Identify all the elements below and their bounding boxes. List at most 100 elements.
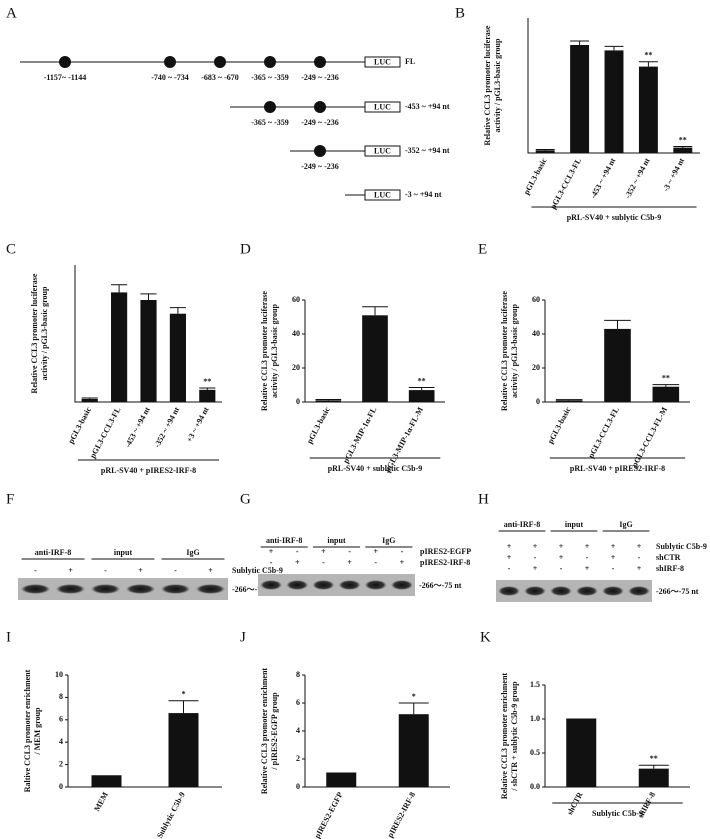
lane-sign: +: [507, 553, 512, 562]
site-label: -683 ~ -670: [201, 73, 239, 82]
x-tick-label: Sublytic C5b-9: [155, 791, 187, 839]
x-tick-label: +3 ~ +94 nt: [185, 405, 211, 443]
row-label: Sublytic C5b-9: [232, 566, 283, 575]
y-tick-label: 0: [296, 397, 300, 406]
significance: **: [679, 135, 687, 144]
y-tick-label: 60: [292, 295, 300, 304]
panel-label: E: [478, 241, 487, 257]
lane-group: IgG: [186, 548, 199, 557]
panel-label: B: [455, 5, 465, 21]
x-tick-label: -453 ~ +94 nt: [589, 156, 618, 200]
lane-sign: +: [138, 566, 143, 575]
lane-sign: +: [400, 558, 405, 567]
bar: [604, 328, 631, 402]
panel-label: J: [240, 629, 246, 645]
lane-sign: -: [348, 547, 351, 556]
lane-group: input: [327, 536, 346, 545]
group-label: pRL-SV40 + pIRES2-IRF-8: [101, 466, 196, 475]
x-tick-label: pGL3-CCL3-FL: [586, 406, 620, 460]
y-axis-label: activity / pGL3-basic group: [493, 38, 502, 132]
group-label: pRL-SV40 + pIRES2-IRF-8: [570, 464, 665, 473]
bar: [604, 50, 624, 153]
luc-label: LUC: [374, 57, 391, 66]
y-tick-label: 1.0: [530, 714, 540, 723]
gel-band: [364, 580, 387, 590]
construct-name: -3 ~ +94 nt: [405, 190, 442, 199]
lane-sign: +: [559, 553, 564, 562]
x-tick-label: pGL3-basic: [66, 405, 93, 445]
y-axis-label: / pIRES2-EGFP group: [270, 692, 279, 771]
lane-sign: -: [560, 564, 563, 573]
y-tick-label: 2: [59, 759, 63, 768]
lane-sign: +: [559, 542, 564, 551]
y-tick-label: 1.5: [530, 680, 540, 689]
row-label: Sublytic C5b-9: [656, 542, 707, 551]
bar: [652, 386, 680, 402]
x-tick-label: pGL3-CCL3-FL: [549, 157, 583, 211]
y-axis-label: Relative CCL3 promoter luciferase: [260, 291, 269, 411]
y-tick-label: 40: [532, 329, 540, 338]
band-label: -266～-75 nt: [232, 585, 275, 594]
luc-box: [364, 56, 401, 68]
panel-label: F: [6, 491, 14, 507]
x-tick-label: pIRES2-EGFP: [313, 790, 345, 839]
lane-sign: +: [208, 566, 213, 575]
bar: [326, 773, 357, 787]
y-tick-label: 10: [55, 670, 63, 679]
panel-label: K: [480, 629, 491, 645]
y-tick-label: 0.5: [530, 748, 540, 757]
x-tick-label: pGL3-MIP-1α-FL: [341, 406, 378, 465]
panel-label: C: [6, 241, 16, 257]
gel-band: [55, 584, 86, 594]
y-tick-label: 4: [296, 726, 300, 735]
x-tick-label: pGL3-CCL3-FL: [88, 406, 122, 460]
lane-sign: -: [374, 558, 377, 567]
gel-band: [628, 586, 650, 596]
x-tick-label: pGL3-CCL3-FL-M: [630, 405, 669, 468]
x-tick-label: -453 ~ +94 nt: [123, 405, 152, 449]
site-label: -249 ~ -236: [301, 118, 339, 127]
lane-sign: -: [638, 553, 641, 562]
bar: [169, 313, 186, 402]
lane-sign: -: [174, 566, 177, 575]
band-label: -266～-75 nt: [419, 581, 462, 590]
lane-sign: +: [68, 566, 73, 575]
gel-band: [286, 580, 309, 590]
construct-name: FL: [405, 57, 415, 66]
x-tick-label: -3 ~ +94 nt: [661, 156, 686, 193]
lane-sign: -: [586, 553, 589, 562]
panel-label: A: [6, 5, 17, 21]
x-tick-label: pGL3-basic: [305, 405, 332, 445]
site-label: -249 ~ -236: [301, 73, 339, 82]
y-tick-label: 2: [296, 754, 300, 763]
y-tick-label: 20: [292, 363, 300, 372]
bar: [111, 292, 128, 402]
site-label: -1157~ -1144: [44, 73, 87, 82]
x-tick-label: -352 ~ +94 nt: [623, 156, 652, 200]
lane-group: anti-IRF-8: [504, 520, 540, 529]
y-axis-label: activity / pGL3-basic group: [40, 286, 49, 380]
gel-band: [90, 584, 121, 594]
binding-site: [164, 56, 176, 68]
row-label: shCTR: [656, 553, 681, 562]
luc-label: LUC: [374, 146, 391, 155]
lane-sign: +: [373, 547, 378, 556]
gel-band: [524, 586, 546, 596]
gel: [258, 574, 415, 596]
bar: [362, 315, 388, 402]
construct-name: -352 ~ +94 nt: [405, 146, 450, 155]
lane-sign: +: [637, 542, 642, 551]
y-tick-label: 0: [59, 782, 63, 791]
panel-label: G: [240, 491, 251, 507]
lane-sign: -: [401, 547, 404, 556]
gel-band: [160, 584, 191, 594]
site-label: -740 ~ -734: [151, 73, 189, 82]
site-label: -365 ~ -359: [251, 73, 289, 82]
lane-sign: +: [533, 542, 538, 551]
construct-name: -453 ~ +94 nt: [405, 102, 450, 111]
row-label: pIRES2-EGFP: [420, 547, 471, 556]
gel-band: [576, 586, 598, 596]
binding-site: [59, 56, 71, 68]
site-label: -249 ~ -236: [301, 162, 339, 171]
significance: **: [644, 51, 652, 60]
